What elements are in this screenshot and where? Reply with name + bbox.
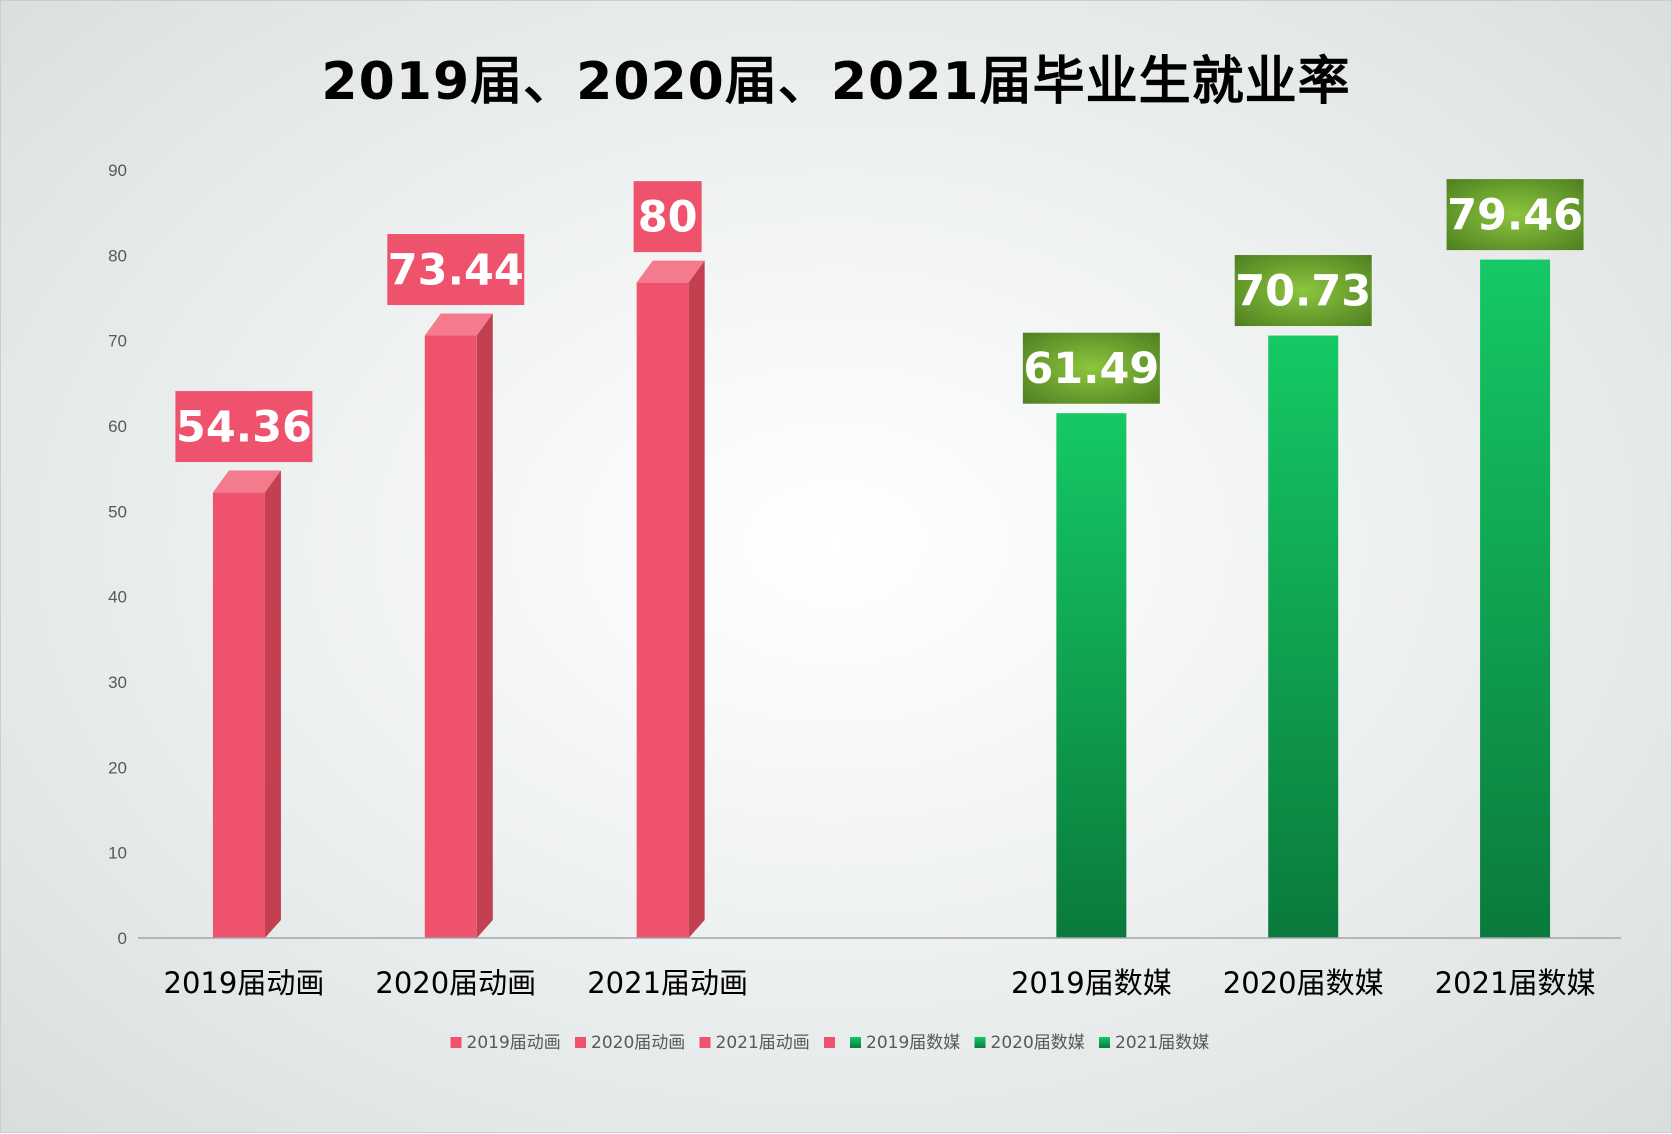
data-label: 73.44 [388, 246, 524, 296]
legend-label: 2019届动画 [467, 1033, 561, 1053]
data-label-box [1234, 255, 1372, 327]
bar-side-face [688, 260, 705, 938]
legend-label: 2021届动画 [716, 1033, 810, 1053]
y-tick-label: 70 [108, 332, 127, 351]
x-tick-label: 2019届动画 [164, 966, 325, 1000]
legend-label: 2021届数媒 [1115, 1033, 1209, 1053]
bar-top-face [636, 260, 705, 283]
bar-front-face [1480, 259, 1551, 939]
legend: 2019届动画 2020届动画 2021届动画 2019届数媒 2020届数媒 2021届… [450, 1033, 1209, 1053]
bars: 54.36 73.44 80 61.49 70.73 79.46 [175, 179, 1584, 939]
bar-top-face [212, 470, 281, 493]
y-axis: 0 10 20 30 40 50 60 70 80 90 [108, 161, 127, 948]
legend-label: 2019届数媒 [866, 1033, 960, 1053]
data-label: 80 [638, 193, 698, 243]
y-tick-label: 20 [108, 758, 127, 777]
legend-swatch [575, 1037, 586, 1048]
legend-swatch [850, 1037, 861, 1048]
y-tick-label: 30 [108, 673, 127, 692]
legend-label: 2020届数媒 [991, 1033, 1085, 1053]
legend-swatch [450, 1037, 462, 1048]
data-label: 70.73 [1235, 267, 1371, 317]
bar: 61.49 [1022, 332, 1160, 938]
legend-label: 2020届动画 [591, 1033, 685, 1053]
bar-top-face [424, 313, 493, 336]
bar-front-face [212, 492, 265, 938]
bar: 73.44 [387, 234, 525, 939]
y-tick-label: 80 [108, 246, 127, 265]
data-label: 79.46 [1447, 191, 1583, 241]
x-tick-label: 2021届数媒 [1435, 966, 1596, 1000]
bar-front-face [1056, 413, 1127, 938]
data-label-box [387, 234, 525, 306]
bar: 54.36 [175, 391, 313, 938]
x-tick-label: 2021届动画 [587, 966, 748, 1000]
data-label: 54.36 [176, 403, 312, 453]
bar-side-face [476, 313, 493, 939]
bar: 79.46 [1446, 179, 1584, 939]
data-label-box [633, 181, 702, 253]
legend-swatch [699, 1037, 711, 1048]
data-label: 61.49 [1023, 344, 1159, 394]
y-tick-label: 60 [108, 417, 127, 436]
bar-side-face [264, 470, 281, 938]
x-tick-label: 2020届数媒 [1223, 966, 1384, 1000]
legend-swatch [1099, 1037, 1110, 1048]
legend-swatch [824, 1037, 835, 1048]
chart-title: 2019届、2020届、2021届毕业生就业率 [321, 52, 1351, 112]
x-axis: 2019届动画 2020届动画 2021届动画 2019届数媒 2020届数媒 2021届… [138, 937, 1621, 1000]
y-tick-label: 90 [108, 161, 127, 180]
data-label-box [175, 391, 313, 463]
y-tick-label: 40 [108, 588, 127, 607]
bar: 80 [633, 181, 705, 938]
legend-swatch [974, 1037, 986, 1048]
data-label-box [1022, 332, 1160, 404]
y-tick-label: 10 [108, 844, 127, 863]
bar-front-face [636, 282, 689, 938]
x-tick-label: 2020届动画 [375, 966, 536, 1000]
bar: 70.73 [1234, 255, 1372, 939]
y-tick-label: 50 [108, 502, 127, 521]
data-label-box [1446, 179, 1584, 251]
bar-front-face [1268, 335, 1339, 939]
x-tick-label: 2019届数媒 [1011, 966, 1172, 1000]
bar-front-face [424, 335, 477, 939]
y-tick-label: 0 [118, 929, 127, 948]
